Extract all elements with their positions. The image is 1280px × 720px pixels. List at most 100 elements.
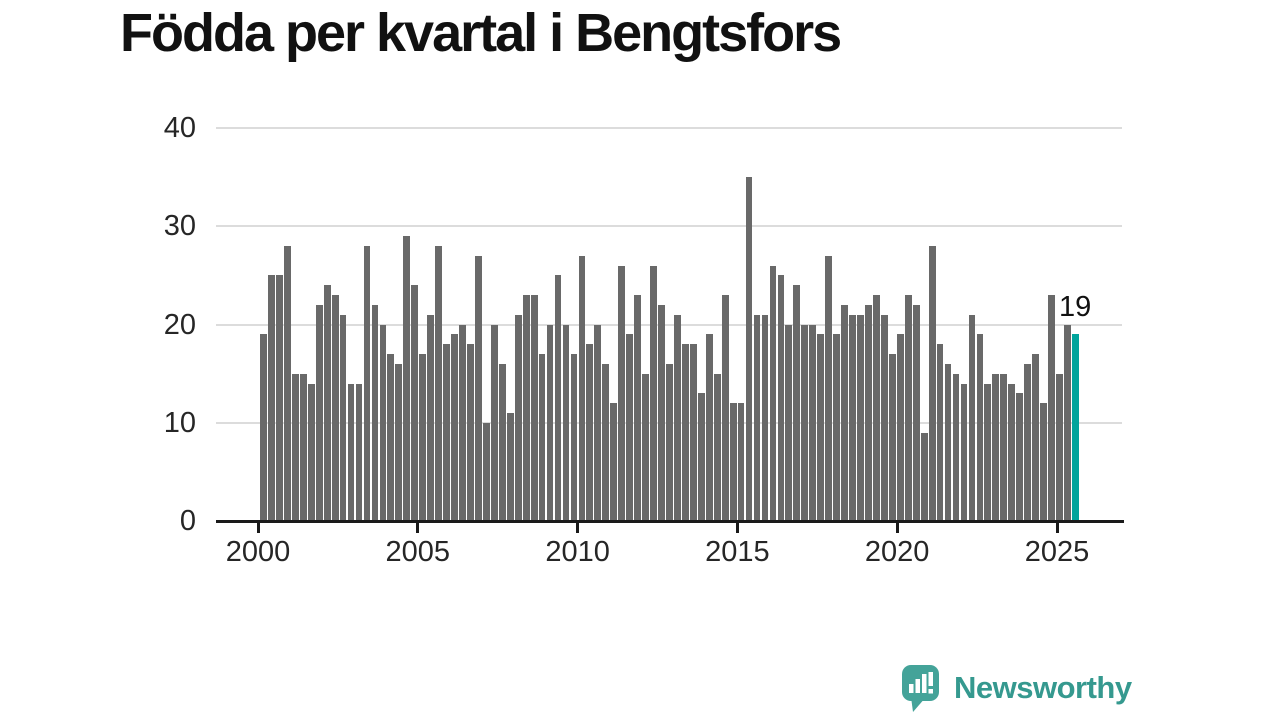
chart-title: Födda per kvartal i Bengtsfors xyxy=(120,3,842,63)
bar xyxy=(602,363,610,521)
bar xyxy=(976,334,984,521)
bar xyxy=(873,295,880,521)
bar xyxy=(857,314,864,521)
bar xyxy=(729,403,737,521)
bar xyxy=(403,236,411,521)
bar xyxy=(395,363,403,521)
bar xyxy=(570,354,578,521)
bar xyxy=(419,354,427,521)
bar xyxy=(307,383,315,521)
bar xyxy=(658,304,665,521)
bar xyxy=(379,324,387,521)
bar xyxy=(355,383,363,521)
bar xyxy=(705,334,713,521)
bar xyxy=(920,432,928,521)
bar xyxy=(475,255,482,521)
bar xyxy=(323,285,331,521)
bar xyxy=(713,373,721,521)
bar xyxy=(880,314,888,521)
bar xyxy=(299,373,307,521)
bar xyxy=(276,275,283,521)
bar xyxy=(1064,324,1071,521)
x-axis-tick xyxy=(895,522,899,533)
bar xyxy=(530,295,538,521)
newsworthy-logo: Newsworthy xyxy=(901,664,1132,714)
bar xyxy=(451,334,458,521)
newsworthy-chart-bubble-icon xyxy=(902,665,939,712)
bar xyxy=(626,334,634,521)
bar xyxy=(777,275,785,521)
x-axis-tick-label: 2000 xyxy=(225,536,291,568)
bar xyxy=(928,245,936,521)
y-axis-tick-label: 10 xyxy=(163,406,196,439)
gridline xyxy=(216,127,1122,129)
bar xyxy=(435,245,443,521)
bar xyxy=(761,314,769,521)
x-axis-tick-label: 2010 xyxy=(545,536,610,568)
x-axis-tick-label: 2020 xyxy=(864,536,930,568)
bar xyxy=(697,393,705,521)
bar xyxy=(936,344,944,521)
bar xyxy=(992,373,1000,521)
bar xyxy=(809,324,817,521)
bar xyxy=(896,334,904,521)
bar xyxy=(339,314,347,521)
highlight-value-label: 19 xyxy=(1059,291,1092,323)
bar xyxy=(467,344,474,521)
bar xyxy=(260,334,267,521)
bar xyxy=(562,324,570,521)
bar xyxy=(498,363,506,521)
bar xyxy=(849,314,856,521)
bar xyxy=(753,314,761,521)
x-axis-tick-label: 2025 xyxy=(1024,536,1090,568)
bar xyxy=(594,324,602,521)
bar xyxy=(459,324,466,521)
bar xyxy=(315,304,323,521)
bar xyxy=(984,383,992,521)
bar xyxy=(268,275,275,521)
x-axis-tick xyxy=(1055,522,1059,533)
x-axis-tick-label: 2005 xyxy=(385,536,451,568)
bar xyxy=(443,344,450,521)
bar xyxy=(737,403,745,521)
bar xyxy=(833,334,841,521)
newsworthy-brand-text: Newsworthy xyxy=(954,670,1132,705)
x-axis-tick-label: 2015 xyxy=(705,536,770,568)
bar xyxy=(721,295,729,521)
bar xyxy=(610,403,618,521)
bar xyxy=(514,314,522,521)
x-axis-tick xyxy=(416,522,420,533)
bar xyxy=(912,304,920,521)
y-axis-tick-label: 30 xyxy=(163,210,196,243)
bar xyxy=(666,363,673,521)
bar xyxy=(817,334,825,521)
bar xyxy=(427,314,435,521)
gridline xyxy=(216,225,1122,228)
bar xyxy=(578,255,586,521)
bar xyxy=(801,324,809,521)
bar xyxy=(387,354,395,521)
bar xyxy=(785,324,793,521)
bar xyxy=(674,314,681,521)
bar xyxy=(363,245,371,521)
bar xyxy=(1048,295,1055,521)
y-axis-tick-label: 40 xyxy=(163,112,196,144)
gridline xyxy=(216,323,1122,326)
bar xyxy=(769,265,777,521)
bar xyxy=(642,373,649,521)
bar xyxy=(546,324,554,521)
bar xyxy=(944,363,952,521)
bar xyxy=(371,304,379,521)
bar xyxy=(1024,363,1032,521)
x-axis-tick xyxy=(256,522,260,533)
bar xyxy=(681,344,689,521)
bar xyxy=(1032,354,1040,521)
bar xyxy=(960,383,968,521)
x-axis-tick xyxy=(735,522,739,533)
bar xyxy=(291,373,299,521)
bar xyxy=(490,324,498,521)
x-axis-tick xyxy=(576,522,580,533)
bar xyxy=(904,295,912,521)
x-axis-line xyxy=(216,519,1124,523)
